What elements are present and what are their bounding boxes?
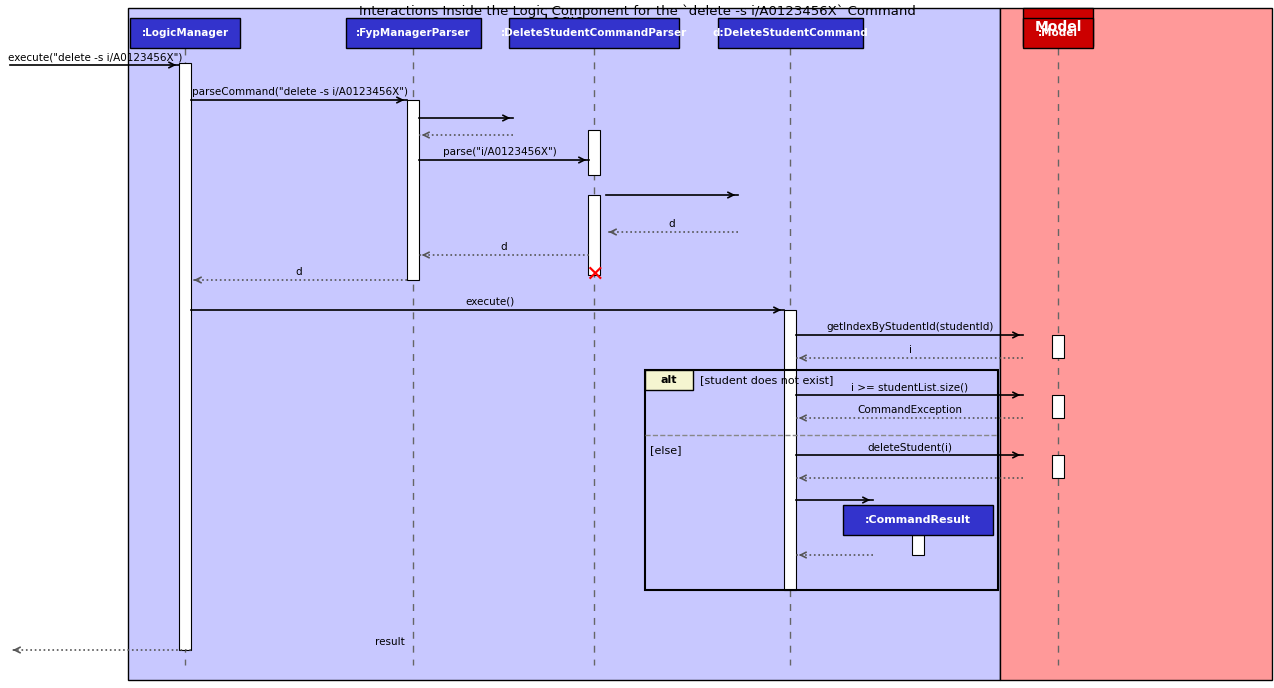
Text: parse("i/A0123456X"): parse("i/A0123456X") bbox=[443, 147, 557, 157]
Bar bbox=[130, 18, 240, 48]
Text: alt: alt bbox=[661, 375, 678, 385]
Bar bbox=[784, 310, 796, 590]
Text: getIndexByStudentId(studentId): getIndexByStudentId(studentId) bbox=[827, 322, 994, 332]
Bar bbox=[127, 8, 1000, 680]
Bar bbox=[1052, 455, 1064, 478]
Bar bbox=[1052, 335, 1064, 358]
Bar bbox=[912, 535, 924, 555]
Text: ✕: ✕ bbox=[585, 265, 604, 285]
Bar bbox=[406, 100, 419, 280]
Bar bbox=[180, 63, 191, 650]
Text: d: d bbox=[296, 267, 302, 277]
Bar bbox=[1000, 8, 1271, 680]
Bar bbox=[843, 505, 992, 535]
Text: parseCommand("delete -s i/A0123456X"): parseCommand("delete -s i/A0123456X") bbox=[192, 87, 408, 97]
Text: [student does not exist]: [student does not exist] bbox=[699, 375, 833, 385]
Text: [else]: [else] bbox=[650, 445, 682, 455]
Bar bbox=[589, 195, 600, 275]
Bar bbox=[510, 18, 679, 48]
Text: execute(): execute() bbox=[465, 297, 515, 307]
Text: execute("delete -s i/A0123456X"): execute("delete -s i/A0123456X") bbox=[8, 52, 182, 62]
Text: :FypManagerParser: :FypManagerParser bbox=[355, 28, 470, 38]
Text: :CommandResult: :CommandResult bbox=[865, 515, 971, 525]
Bar bbox=[1052, 395, 1064, 418]
Text: i >= studentList.size(): i >= studentList.size() bbox=[851, 382, 968, 392]
Bar bbox=[1023, 18, 1093, 48]
Bar bbox=[589, 130, 600, 175]
Bar bbox=[645, 370, 998, 590]
Text: :DeleteStudentCommandParser: :DeleteStudentCommandParser bbox=[501, 28, 687, 38]
Text: Interactions Inside the Logic Component for the `delete -s i/A0123456X` Command: Interactions Inside the Logic Component … bbox=[358, 4, 916, 17]
Text: :Model: :Model bbox=[1038, 28, 1078, 38]
Text: Logic: Logic bbox=[544, 14, 583, 29]
Text: CommandException: CommandException bbox=[857, 405, 962, 415]
Text: d:DeleteStudentCommand: d:DeleteStudentCommand bbox=[712, 28, 868, 38]
Bar bbox=[345, 18, 480, 48]
Bar bbox=[717, 18, 862, 48]
Text: :LogicManager: :LogicManager bbox=[141, 28, 228, 38]
Text: Model: Model bbox=[1034, 20, 1082, 34]
Bar bbox=[1023, 8, 1093, 46]
Bar bbox=[645, 370, 693, 390]
Text: d: d bbox=[669, 219, 675, 229]
Text: result: result bbox=[375, 637, 405, 647]
Text: deleteStudent(i): deleteStudent(i) bbox=[868, 442, 953, 452]
Text: i: i bbox=[908, 345, 911, 355]
Text: d: d bbox=[501, 242, 507, 252]
